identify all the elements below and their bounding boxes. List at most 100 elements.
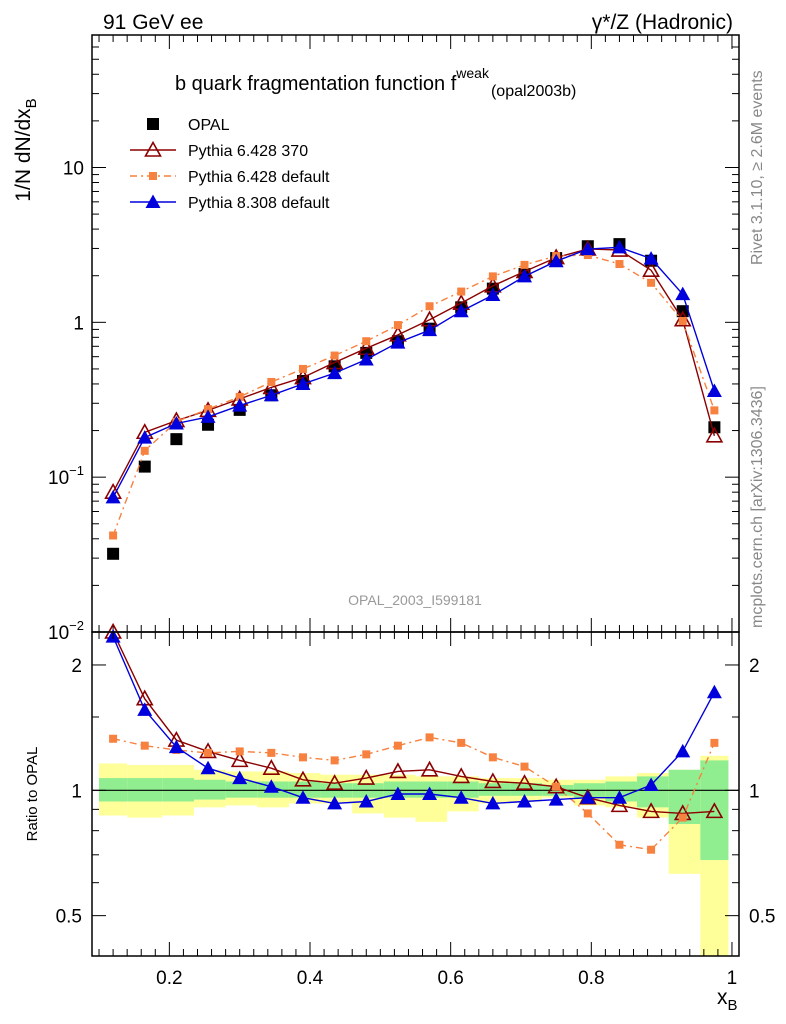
main-data-point — [358, 352, 374, 366]
main-data-point — [295, 376, 311, 390]
legend-label: OPAL — [188, 117, 230, 134]
main-data-point — [706, 383, 722, 398]
ratio-data-point — [327, 795, 343, 810]
analysis-watermark: OPAL_2003_I599181 — [348, 592, 482, 608]
x-tick-label: 0.4 — [297, 968, 324, 989]
ratio-data-point — [615, 840, 624, 849]
legend: OPAL Pythia 6.428 370 Pythia 6.428 default… — [130, 117, 330, 212]
ratio-data-point — [232, 770, 248, 785]
main-y-tick-label: 1 — [73, 313, 84, 334]
main-data-point — [327, 365, 343, 380]
main-data-point — [457, 287, 466, 296]
ratio-y-tick-label-right: 0.5 — [749, 907, 775, 928]
main-title-subscript: (opal2003b) — [491, 83, 576, 100]
main-data-point — [235, 392, 244, 401]
main-data-point — [647, 278, 656, 287]
rivet-info-label: Rivet 3.1.10, ≥ 2.6M events — [749, 70, 766, 265]
main-title-text: b quark fragmentation function f — [175, 73, 457, 95]
main-y-tick-label-exponent: −1 — [69, 463, 84, 478]
main-series-layer — [104, 238, 724, 560]
main-data-point — [710, 406, 719, 415]
ratio-data-point — [457, 738, 466, 747]
ratio-y-tick-label-right: 1 — [749, 781, 760, 802]
main-data-point — [678, 316, 687, 325]
ratio-axis-ticks — [92, 632, 739, 957]
x-tick-label: 0.2 — [156, 968, 182, 989]
ratio-series-layer — [104, 622, 724, 854]
ratio-data-point — [517, 793, 533, 808]
ratio-data-point — [235, 747, 244, 756]
ratio-data-point — [706, 684, 722, 699]
main-data-point — [422, 322, 438, 337]
main-data-point — [263, 387, 279, 402]
ratio-data-point — [168, 739, 184, 754]
ratio-inner-band — [700, 760, 729, 861]
main-y-axis-label-text: 1/N dN/dx — [12, 108, 35, 202]
ratio-data-point — [390, 786, 406, 800]
ratio-data-point — [705, 802, 724, 819]
ratio-data-point — [422, 786, 438, 800]
header-right-label: γ*/Z (Hadronic) — [592, 11, 733, 34]
main-y-axis-label-subscript: B — [23, 98, 40, 108]
ratio-data-point — [611, 790, 627, 804]
main-y-tick-label-base: 10 — [48, 468, 69, 489]
main-data-point — [580, 241, 596, 256]
main-data-point — [362, 337, 371, 346]
main-series-line — [112, 254, 716, 536]
mcplots-info-label: mcplots.cern.ch [arXiv:1306.3436] — [749, 386, 766, 628]
main-data-point — [137, 430, 153, 444]
main-data-point — [611, 239, 627, 254]
ratio-data-point — [548, 792, 564, 806]
x-tick-label: 0.6 — [437, 968, 463, 989]
legend-label: Pythia 6.428 default — [188, 169, 330, 186]
ratio-data-point — [263, 779, 279, 793]
main-data-point — [705, 426, 724, 443]
main-data-point — [200, 409, 216, 423]
main-data-point — [425, 302, 434, 311]
ratio-data-point — [610, 796, 629, 813]
main-data-point — [643, 251, 659, 265]
ratio-data-point — [515, 774, 534, 791]
main-data-point — [520, 260, 529, 269]
ratio-y-tick-labels: 0.5 0.5 1 1 2 2 — [56, 656, 776, 928]
legend-label: Pythia 8.308 default — [188, 195, 330, 212]
ratio-uncertainty-bands — [99, 755, 729, 956]
ratio-data-point — [483, 772, 502, 789]
main-y-tick-label: 10 — [63, 158, 84, 179]
ratio-data-point — [200, 760, 216, 775]
ratio-data-point — [552, 782, 561, 791]
ratio-inner-band — [447, 781, 479, 798]
x-axis-label: xB — [717, 986, 738, 1014]
ratio-data-point — [330, 756, 339, 765]
ratio-panel: 0.5 0.5 1 1 2 2 0.2 0.4 0.6 0.8 1 Ratio to OPAL x… — [24, 622, 776, 1014]
main-data-point — [298, 364, 307, 373]
legend-marker — [149, 172, 157, 180]
main-y-axis-label: 1/N dN/dxB — [12, 98, 40, 201]
ratio-inner-band — [478, 783, 511, 796]
main-data-point — [642, 261, 660, 278]
ratio-data-point — [140, 741, 149, 750]
ratio-data-point — [678, 813, 687, 822]
ratio-data-point — [389, 762, 407, 779]
main-data-point — [390, 335, 406, 349]
main-data-point — [168, 416, 184, 430]
ratio-data-point — [358, 793, 374, 808]
main-y-tick-label-base: 1 — [73, 313, 84, 334]
ratio-data-point — [298, 753, 307, 762]
ratio-y-tick-label-right: 2 — [749, 656, 760, 677]
main-data-point — [204, 405, 213, 414]
ratio-plot-frame — [91, 631, 740, 957]
main-data-point — [105, 489, 121, 504]
ratio-y-tick-label-left: 0.5 — [56, 907, 82, 928]
ratio-data-point — [204, 748, 213, 757]
main-data-point — [517, 268, 533, 283]
ratio-data-point — [109, 734, 118, 743]
main-data-point — [488, 272, 497, 281]
legend-marker — [144, 140, 162, 157]
ratio-data-point — [325, 774, 344, 791]
ratio-data-point — [294, 770, 312, 787]
x-tick-label: 1 — [727, 968, 738, 989]
ratio-data-point — [230, 751, 249, 768]
